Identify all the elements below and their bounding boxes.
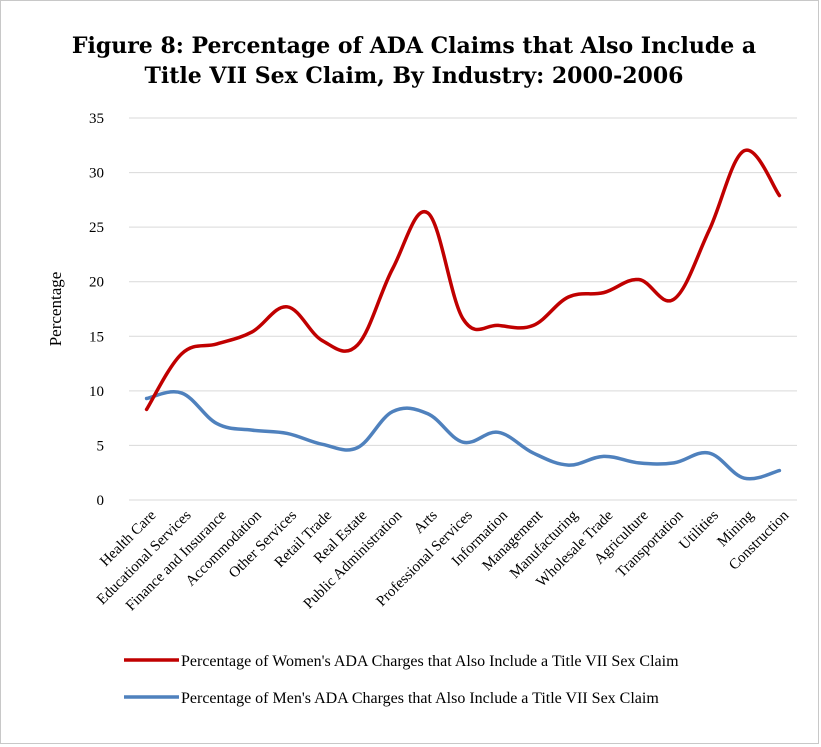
y-axis-label: Percentage bbox=[46, 272, 65, 347]
y-tick-label: 20 bbox=[89, 275, 104, 291]
chart-title-line-1: Figure 8: Percentage of ADA Claims that … bbox=[72, 33, 756, 59]
legend-label-women: Percentage of Women's ADA Charges that A… bbox=[181, 653, 679, 670]
y-tick-label: 25 bbox=[89, 220, 104, 236]
series-lines bbox=[144, 148, 782, 481]
y-axis-ticks: 0 5 10 15 20 25 30 35 bbox=[89, 111, 104, 509]
series-line-men bbox=[144, 390, 782, 481]
y-tick-label: 5 bbox=[97, 438, 105, 454]
chart-title-line-2: Title VII Sex Claim, By Industry: 2000-2… bbox=[145, 63, 684, 89]
series-line-women bbox=[144, 148, 782, 412]
legend-label-men: Percentage of Men's ADA Charges that Als… bbox=[181, 690, 659, 707]
legend: Percentage of Women's ADA Charges that A… bbox=[124, 653, 679, 707]
y-tick-label: 10 bbox=[89, 384, 104, 400]
x-tick-label: Arts bbox=[411, 507, 441, 537]
y-tick-label: 15 bbox=[89, 329, 104, 345]
x-tick-label: Utilities bbox=[676, 507, 722, 553]
y-tick-label: 35 bbox=[89, 111, 104, 127]
y-tick-label: 30 bbox=[89, 166, 104, 182]
y-tick-label: 0 bbox=[97, 493, 105, 509]
